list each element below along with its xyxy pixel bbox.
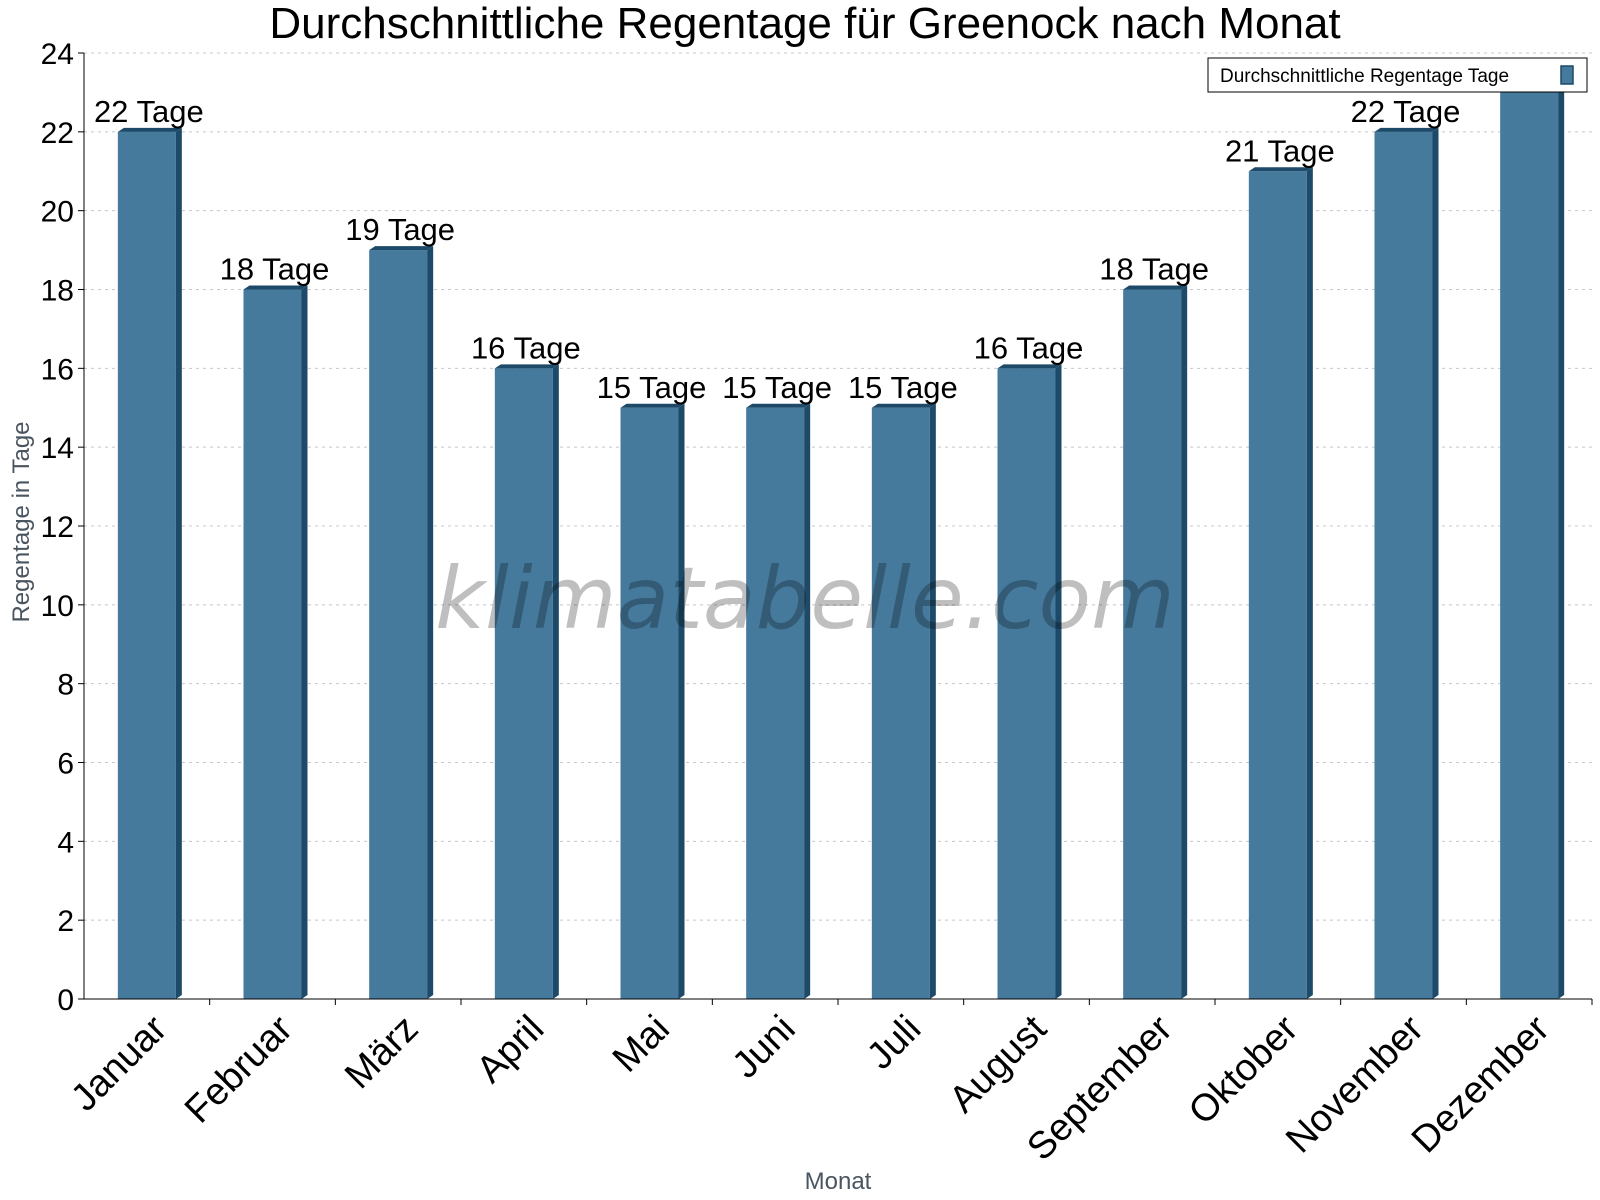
legend: Durchschnittliche Regentage Tage <box>1207 57 1588 93</box>
bar-side <box>1181 285 1188 999</box>
x-tick-label: März <box>337 1008 426 1097</box>
bar-top <box>369 246 434 251</box>
y-tick-label: 24 <box>41 38 74 71</box>
y-tick-label: 22 <box>41 117 74 150</box>
x-tick-label: Januar <box>63 1007 175 1119</box>
data-labels: 22 Tage 18 Tage 19 Tage 16 Tage 15 Tage 15 Ta… <box>94 54 1586 404</box>
x-tick-label: August <box>942 1007 1056 1121</box>
bar <box>1248 167 1313 999</box>
bar <box>117 127 182 1000</box>
bar <box>1500 88 1565 999</box>
watermark: klimatabelle.com <box>435 549 1175 649</box>
x-tick-label: Dezember <box>1404 1007 1558 1161</box>
y-tick-label: 16 <box>41 353 74 386</box>
y-tick-label: 4 <box>57 826 74 859</box>
legend-swatch <box>1560 65 1574 85</box>
bar-data-label: 19 Tage <box>345 212 455 247</box>
x-tick-label: April <box>469 1008 552 1091</box>
bar-face <box>1123 289 1182 999</box>
bar-top <box>1374 127 1439 132</box>
y-tick-label: 6 <box>57 748 74 781</box>
bar-data-label: 22 Tage <box>1351 94 1461 129</box>
bar-face <box>243 289 302 999</box>
bar-side <box>1432 127 1439 1000</box>
bar-top <box>243 285 308 290</box>
y-tick-label: 20 <box>41 196 74 229</box>
bar <box>997 364 1062 999</box>
y-tick-label: 2 <box>57 905 74 938</box>
bar-data-label: 22 Tage <box>94 94 204 129</box>
bar <box>369 246 434 1000</box>
bar-data-label: 16 Tage <box>471 330 581 365</box>
grid-lines <box>84 52 1592 921</box>
bar-side <box>678 403 685 999</box>
bar-top <box>620 403 685 408</box>
bar-data-label: 21 Tage <box>1225 133 1335 168</box>
bar-top <box>494 364 559 369</box>
x-axis-label: Monat <box>805 1168 872 1195</box>
bar-top <box>997 364 1062 369</box>
y-tick-label: 12 <box>41 511 74 544</box>
bar-data-label: 16 Tage <box>974 330 1084 365</box>
bar <box>746 403 811 999</box>
bar-top <box>1123 285 1188 290</box>
bar-face <box>620 407 679 999</box>
bar-face <box>1500 92 1559 999</box>
bar-top <box>871 403 936 408</box>
bar <box>871 403 936 999</box>
bar-data-label: 18 Tage <box>1099 252 1209 287</box>
bar-face <box>1374 131 1433 1000</box>
legend-box <box>1207 57 1588 93</box>
bar-face <box>494 368 553 999</box>
bar-side <box>804 403 811 999</box>
bar-top <box>1248 167 1313 172</box>
bar-face <box>997 368 1056 999</box>
bar-data-label: 15 Tage <box>722 370 832 405</box>
bar <box>494 364 559 999</box>
bar <box>243 285 308 999</box>
bar-side <box>552 364 559 999</box>
bar-face <box>1248 171 1307 999</box>
x-tick-label: November <box>1278 1007 1432 1161</box>
bar-side <box>1558 88 1565 999</box>
bar-data-label: 15 Tage <box>597 370 707 405</box>
bars <box>117 88 1565 1000</box>
x-tick-label: Februar <box>177 1007 301 1131</box>
y-tick-label: 18 <box>41 275 74 308</box>
bar-side <box>175 127 182 1000</box>
legend-label: Durchschnittliche Regentage Tage <box>1220 66 1509 87</box>
y-axis-label: Regentage in Tage <box>8 421 35 622</box>
y-tick-label: 14 <box>41 432 74 465</box>
bar-face <box>746 407 805 999</box>
bar-data-label: 18 Tage <box>220 252 330 287</box>
x-tick-label: Juli <box>859 1008 929 1078</box>
bar-side <box>929 403 936 999</box>
bar-face <box>369 250 428 1000</box>
bar-top <box>117 127 182 132</box>
x-tick-label: Juni <box>725 1008 804 1087</box>
bar-side <box>301 285 308 999</box>
y-tick-label: 0 <box>57 984 74 1017</box>
bar-side <box>1306 167 1313 999</box>
bar-data-label: 15 Tage <box>848 370 958 405</box>
bar <box>620 403 685 999</box>
bar-side <box>427 246 434 1000</box>
bar-side <box>1055 364 1062 999</box>
x-tick-label: Oktober <box>1181 1007 1307 1133</box>
bar <box>1374 127 1439 1000</box>
bar-face <box>117 131 176 1000</box>
y-tick-label: 10 <box>41 590 74 623</box>
bar-top <box>746 403 811 408</box>
x-tick-label: Mai <box>605 1008 678 1081</box>
chart-title: Durchschnittliche Regentage für Greenock… <box>269 0 1340 48</box>
y-tick-label: 8 <box>57 669 74 702</box>
bar <box>1123 285 1188 999</box>
bar-face <box>871 407 930 999</box>
